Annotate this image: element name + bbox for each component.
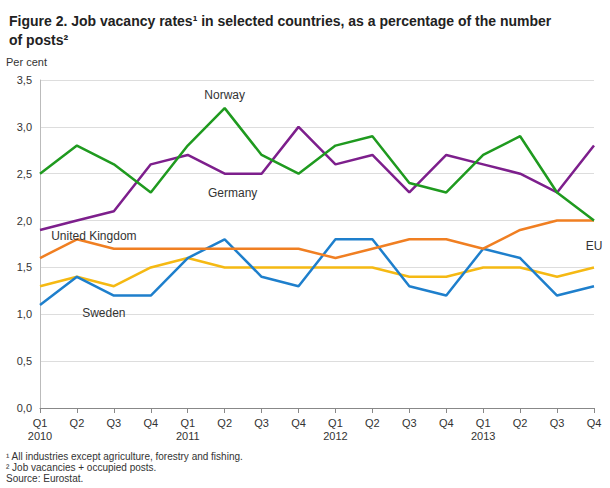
svg-text:Q2: Q2 xyxy=(365,417,380,429)
svg-text:2012: 2012 xyxy=(323,430,347,442)
svg-text:United Kingdom: United Kingdom xyxy=(51,229,136,243)
svg-text:Q4: Q4 xyxy=(291,417,306,429)
svg-text:1,5: 1,5 xyxy=(17,261,32,273)
svg-text:Per cent: Per cent xyxy=(6,56,47,68)
svg-text:2013: 2013 xyxy=(471,430,495,442)
svg-text:Q1: Q1 xyxy=(33,417,48,429)
svg-text:2,5: 2,5 xyxy=(17,168,32,180)
svg-text:2011: 2011 xyxy=(176,430,200,442)
svg-text:Q1: Q1 xyxy=(476,417,491,429)
svg-text:² Job vacancies + occupied pos: ² Job vacancies + occupied posts. xyxy=(6,462,156,473)
svg-text:2010: 2010 xyxy=(28,430,52,442)
svg-text:0,5: 0,5 xyxy=(17,355,32,367)
svg-text:0,0: 0,0 xyxy=(17,402,32,414)
svg-text:Q3: Q3 xyxy=(550,417,565,429)
svg-text:3,0: 3,0 xyxy=(17,121,32,133)
svg-text:2,0: 2,0 xyxy=(17,215,32,227)
svg-text:Q2: Q2 xyxy=(513,417,528,429)
svg-text:Q4: Q4 xyxy=(587,417,602,429)
svg-text:of posts²: of posts² xyxy=(9,32,68,48)
svg-text:Sweden: Sweden xyxy=(82,306,125,320)
svg-text:EU: EU xyxy=(586,239,603,253)
svg-text:1,0: 1,0 xyxy=(17,308,32,320)
svg-text:Q2: Q2 xyxy=(70,417,85,429)
svg-text:Q3: Q3 xyxy=(107,417,122,429)
svg-text:Germany: Germany xyxy=(208,186,257,200)
svg-text:Source: Eurostat.: Source: Eurostat. xyxy=(6,473,83,484)
svg-text:Q2: Q2 xyxy=(217,417,232,429)
svg-text:Q1: Q1 xyxy=(328,417,343,429)
svg-text:¹ All industries except agricu: ¹ All industries except agriculture, for… xyxy=(6,451,243,462)
svg-text:Norway: Norway xyxy=(204,88,245,102)
svg-text:Q4: Q4 xyxy=(143,417,158,429)
svg-text:Q1: Q1 xyxy=(180,417,195,429)
svg-text:Q4: Q4 xyxy=(439,417,454,429)
svg-text:Figure 2. Job vacancy rates¹ i: Figure 2. Job vacancy rates¹ in selected… xyxy=(9,13,555,29)
svg-text:3,5: 3,5 xyxy=(17,74,32,86)
svg-text:Q3: Q3 xyxy=(402,417,417,429)
svg-text:Q3: Q3 xyxy=(254,417,269,429)
